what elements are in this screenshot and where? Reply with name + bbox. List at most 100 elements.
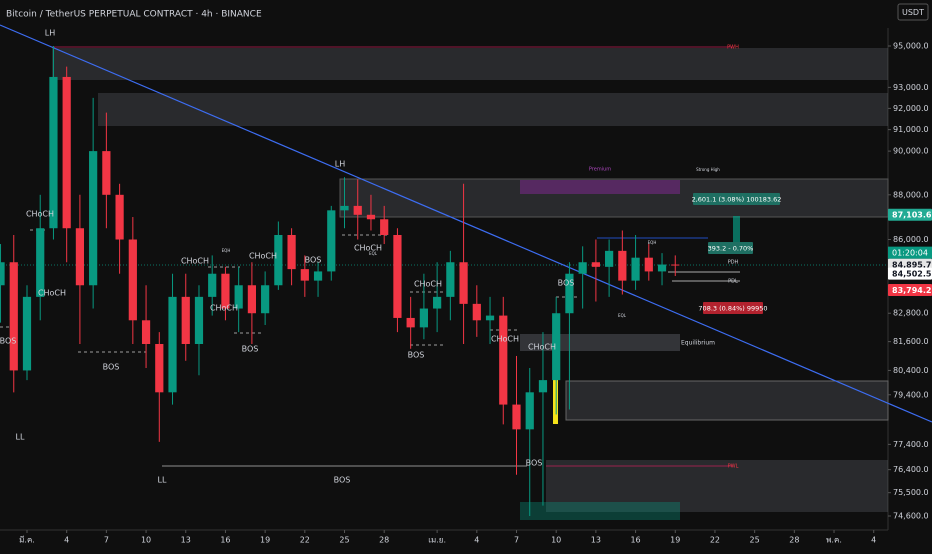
price-label-box	[888, 267, 932, 280]
candle-body	[168, 296, 177, 393]
candle-body	[9, 262, 18, 371]
candle-body	[208, 273, 217, 297]
currency-button[interactable]	[897, 3, 929, 21]
candle-body	[657, 264, 667, 272]
x-tick-label: เม.ย.	[428, 536, 446, 545]
zone	[52, 48, 888, 80]
annotation: CHoCH	[491, 335, 519, 344]
x-tick-label: 10	[141, 536, 151, 545]
x-tick-label: 16	[630, 536, 640, 545]
candle-body	[340, 205, 349, 211]
x-tick-label: 22	[300, 536, 310, 545]
x-tick-label: 7	[104, 536, 109, 545]
y-tick-label: 95,000.0	[893, 41, 929, 50]
candle-body	[618, 250, 627, 281]
annotation: EQH	[222, 248, 231, 253]
y-tick-label: 93,000.0	[893, 83, 929, 92]
annotation: CHoCH	[528, 343, 556, 352]
candle-body	[128, 239, 137, 321]
zones	[0, 24, 932, 520]
annotation: CHoCH	[354, 244, 382, 253]
annotation: LH	[45, 29, 55, 38]
zone	[339, 178, 889, 218]
annotation: BOS	[558, 279, 575, 288]
x-tick-label: 4	[474, 536, 479, 545]
candle-body	[419, 308, 428, 328]
zone	[98, 93, 888, 126]
price-label-box	[888, 284, 932, 297]
annotation: EQL	[369, 251, 378, 256]
candle-body	[221, 273, 230, 309]
x-tick-label: 22	[710, 536, 720, 545]
price-label: 87,103.6	[892, 211, 932, 220]
candle-body	[644, 257, 653, 272]
measure-label: 708.3 (0.84%) 99950	[698, 305, 767, 313]
measure-box	[708, 242, 753, 254]
y-tick-label: 92,000.0	[893, 104, 929, 113]
y-tick-label: 86,000.0	[893, 235, 929, 244]
candle-body	[472, 303, 481, 321]
candle-body	[102, 151, 111, 195]
x-tick-label: 4	[64, 536, 69, 545]
candle-body	[591, 262, 600, 267]
x-tick-label: พ.ค.	[826, 536, 842, 545]
candle-body	[89, 151, 98, 286]
candle-body	[155, 344, 164, 393]
annotation: CHoCH	[38, 289, 66, 298]
candle-body	[552, 313, 561, 381]
chart-title: Bitcoin / TetherUS PERPETUAL CONTRACT · …	[6, 10, 262, 20]
candle-body	[261, 285, 270, 314]
annotation: LH	[335, 160, 345, 169]
y-tick-label: 76,400.0	[893, 465, 929, 474]
annotation: Strong High	[696, 167, 720, 172]
annotation: Equilibrium	[681, 340, 715, 347]
x-tick-label: 10	[551, 536, 561, 545]
y-tick-label: 90,000.0	[893, 147, 929, 156]
x-tick-label: 16	[220, 536, 230, 545]
annotation: BOS	[103, 363, 120, 372]
candle-body	[22, 296, 32, 371]
discount-zone	[520, 502, 680, 520]
price-label-box	[888, 208, 932, 221]
annotation: BOS	[334, 476, 351, 485]
y-tick-label: 79,400.0	[893, 390, 929, 399]
y-tick-label: 80,400.0	[893, 366, 929, 375]
candle-body	[75, 228, 85, 286]
annotation: CHoCH	[210, 304, 238, 313]
annotation: CHoCH	[249, 252, 277, 261]
y-tick-label: 75,500.0	[893, 488, 929, 497]
candle-body	[287, 234, 296, 270]
candle-body	[0, 262, 5, 286]
x-tick-label: 7	[514, 536, 519, 545]
candle-body	[49, 76, 58, 229]
candle-body	[380, 219, 389, 235]
x-tick-label: 28	[789, 536, 799, 545]
y-tick-label: 91,000.0	[893, 125, 929, 134]
candle-body	[353, 205, 362, 215]
candle-body	[499, 315, 508, 405]
y-tick-label: 74,600.0	[893, 512, 929, 521]
annotation: BOS	[408, 351, 425, 360]
annotation: CHoCH	[414, 280, 442, 289]
candle-body	[234, 285, 243, 309]
annotation: PWH	[727, 45, 739, 51]
annotation: LL	[16, 433, 25, 442]
y-tick-label: 77,400.0	[893, 440, 929, 449]
candle-body	[62, 76, 71, 229]
price-label: 83,794.2	[892, 286, 931, 295]
candle-body	[605, 250, 614, 267]
annotation: PDL	[728, 279, 738, 285]
candle-body	[525, 392, 534, 430]
price-label: 84,895.7	[892, 261, 931, 270]
trend-line	[0, 24, 932, 423]
candle-body	[512, 404, 521, 430]
candle-body	[36, 228, 45, 297]
zone	[565, 380, 889, 421]
candle-body	[181, 296, 190, 345]
currency-label[interactable]: USDT	[902, 8, 924, 17]
candle-body	[406, 317, 415, 328]
x-tick-label: 13	[181, 536, 191, 545]
candle-body	[433, 296, 442, 309]
annotation: BOS	[526, 459, 543, 468]
